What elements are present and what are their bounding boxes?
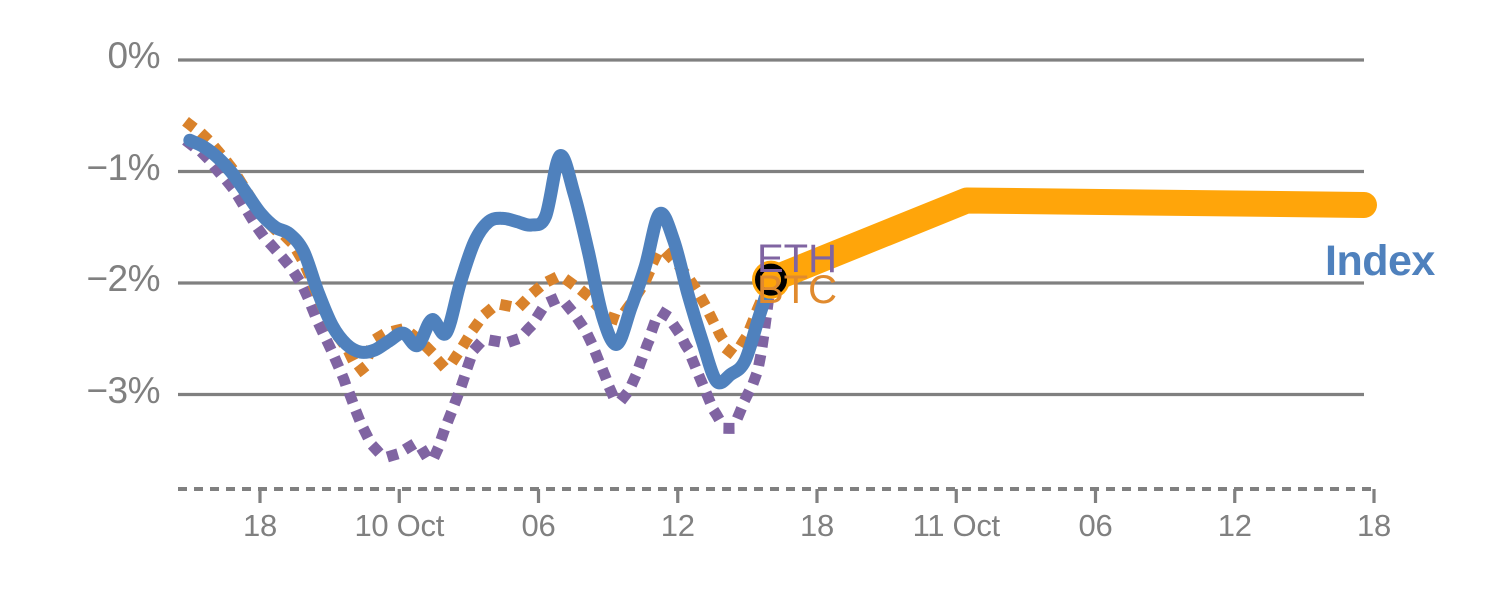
x-tick-label-0: 18 — [243, 508, 277, 543]
series-line-index — [183, 133, 778, 390]
x-tick-label-6: 06 — [1078, 508, 1113, 543]
series-line-eth — [182, 135, 778, 466]
x-tick-label-4: 18 — [800, 508, 834, 543]
y-tick-label-0: 0% — [107, 35, 161, 76]
current-point-marker[interactable] — [752, 260, 790, 299]
y-tick-label-2: −2% — [86, 258, 160, 299]
y-tick-label-1: −1% — [86, 146, 160, 188]
y-tick-label-3: −3% — [86, 369, 160, 411]
series-layer — [182, 116, 1377, 466]
series-label-btc: BTC — [757, 268, 837, 312]
x-tick-label-2: 06 — [521, 508, 556, 543]
x-tick-label-5: 11 Oct — [912, 508, 1001, 543]
marker-core — [761, 269, 781, 290]
series-line-forecast — [758, 187, 1377, 293]
x-tick-label-7: 12 — [1217, 508, 1252, 543]
series-label-index: Index — [1325, 237, 1435, 285]
marker-ring[interactable] — [755, 263, 787, 296]
series-label-eth: ETH — [757, 237, 837, 281]
x-tick-label-8: 18 — [1357, 508, 1391, 543]
x-tick-label-3: 12 — [660, 508, 695, 543]
x-axis-baseline — [178, 487, 1376, 503]
x-tick-label-1: 10 Oct — [354, 508, 445, 543]
